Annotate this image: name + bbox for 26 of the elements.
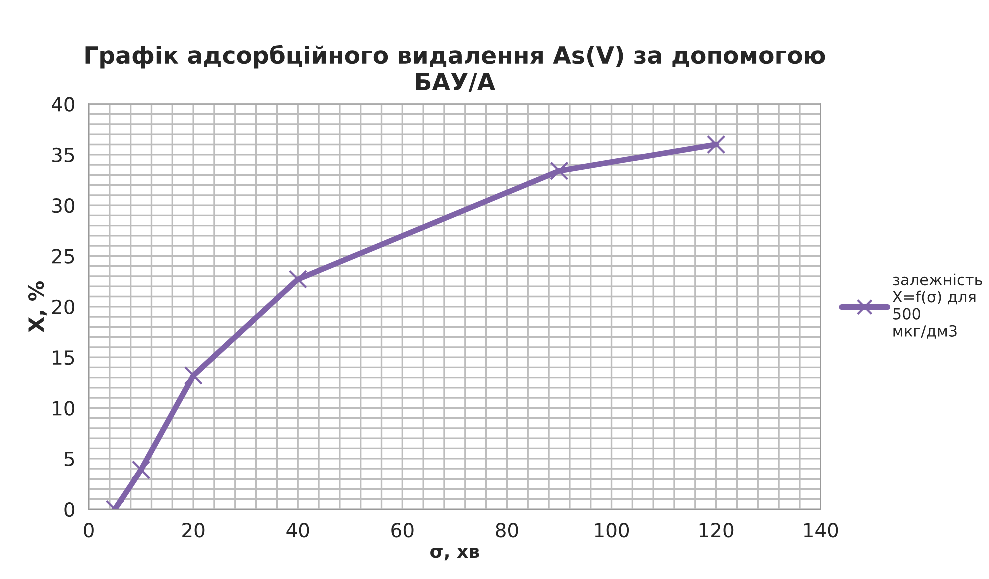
y-tick-label: 20 bbox=[52, 300, 75, 315]
x-tick-label: 40 bbox=[286, 523, 310, 538]
y-tick-label: 10 bbox=[53, 401, 75, 416]
legend-label: залежність X=f(σ) для 500 мкг/дм3 bbox=[892, 274, 982, 339]
y-tick-label: 5 bbox=[64, 452, 74, 467]
point bbox=[550, 162, 569, 180]
y-tick-label: 25 bbox=[52, 249, 74, 264]
y-axis-title: X, % bbox=[28, 281, 47, 333]
x-axis-title: σ, хв bbox=[430, 548, 480, 561]
x-tick-label: 120 bbox=[700, 523, 734, 538]
point bbox=[184, 366, 203, 386]
y-tick-label: 35 bbox=[52, 148, 74, 163]
x-tick-label: 60 bbox=[392, 523, 414, 538]
point bbox=[132, 460, 151, 480]
y-tick-label: 40 bbox=[52, 97, 75, 112]
point bbox=[288, 270, 308, 289]
x-tick-label: 100 bbox=[595, 523, 630, 538]
y-tick-label: 30 bbox=[52, 198, 75, 214]
point bbox=[706, 135, 726, 154]
x-tick-label: 20 bbox=[182, 523, 205, 538]
chart-title: Графік адсорбційного видалення As(V) за допомогою БАУ/А bbox=[86, 45, 826, 93]
y-tick-label: 15 bbox=[53, 350, 74, 366]
x-tick-label: 80 bbox=[496, 523, 518, 538]
y-tick-label: 0 bbox=[64, 502, 75, 518]
x-tick-label: 140 bbox=[804, 523, 838, 538]
x-tick-label: 0 bbox=[84, 523, 94, 538]
